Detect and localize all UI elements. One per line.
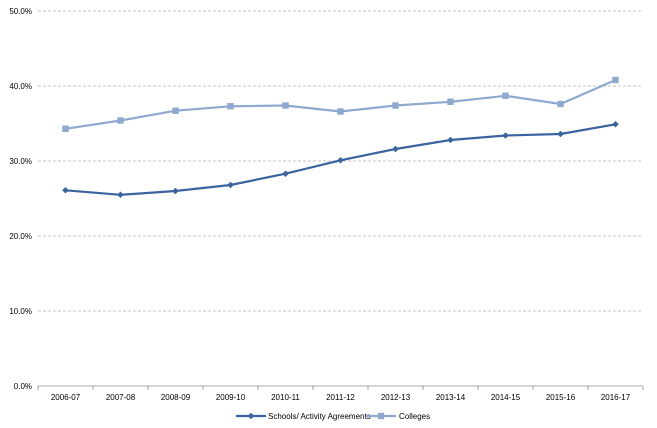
x-tick-label: 2008-09 [161,393,191,402]
data-point [117,191,124,199]
data-point [612,76,619,84]
data-point [282,102,289,109]
data-point [447,136,454,144]
legend-label: Schools/ Activity Agreements [268,412,371,421]
legend-marker [377,412,385,420]
data-point [502,92,509,99]
legend: Schools/ Activity Agreements Colleges [236,412,430,421]
data-point [392,145,399,153]
series-line [65,78,616,130]
data-point [337,156,344,164]
data-point [172,107,179,114]
x-tick-label: 2009-10 [216,393,246,402]
data-point [227,181,234,189]
data-point [392,102,399,109]
y-tick-label: 10.0% [9,307,32,316]
x-tick-label: 2007-08 [106,393,136,402]
data-point [447,98,454,105]
x-tick-label: 2014-15 [491,393,521,402]
data-point [502,132,509,139]
y-tick-label: 30.0% [9,157,32,166]
x-tick-label: 2015-16 [546,393,576,402]
x-tick-label: 2013-14 [436,393,466,402]
data-point [62,125,69,132]
data-point [62,186,69,194]
x-tick-label: 2010-11 [271,393,300,402]
x-tick-label: 2012-13 [381,393,411,402]
x-tick-label: 2016-17 [601,393,631,402]
data-point [282,170,289,178]
y-tick-label: 0.0% [14,382,32,391]
data-point [172,187,179,195]
axes [37,385,644,390]
data-point [557,100,564,108]
data-point [227,103,234,110]
data-point [557,130,564,138]
y-axis-tick-labels: 0.0% 10.0% 20.0% 30.0% 40.0% 50.0% [9,7,32,391]
y-tick-label: 50.0% [9,7,32,16]
data-point [612,120,619,128]
legend-label: Colleges [399,412,430,421]
x-tick-label: 2006-07 [51,393,81,402]
data-point [337,108,344,115]
data-point [117,117,124,124]
x-tick-label: 2011-12 [326,393,355,402]
y-tick-label: 20.0% [9,232,32,241]
series-lines [62,76,619,199]
y-tick-label: 40.0% [9,82,32,91]
x-axis-tick-labels: 2006-07 2007-08 2008-09 2009-10 2010-11 2011-… [51,393,631,402]
legend-marker [247,412,255,420]
